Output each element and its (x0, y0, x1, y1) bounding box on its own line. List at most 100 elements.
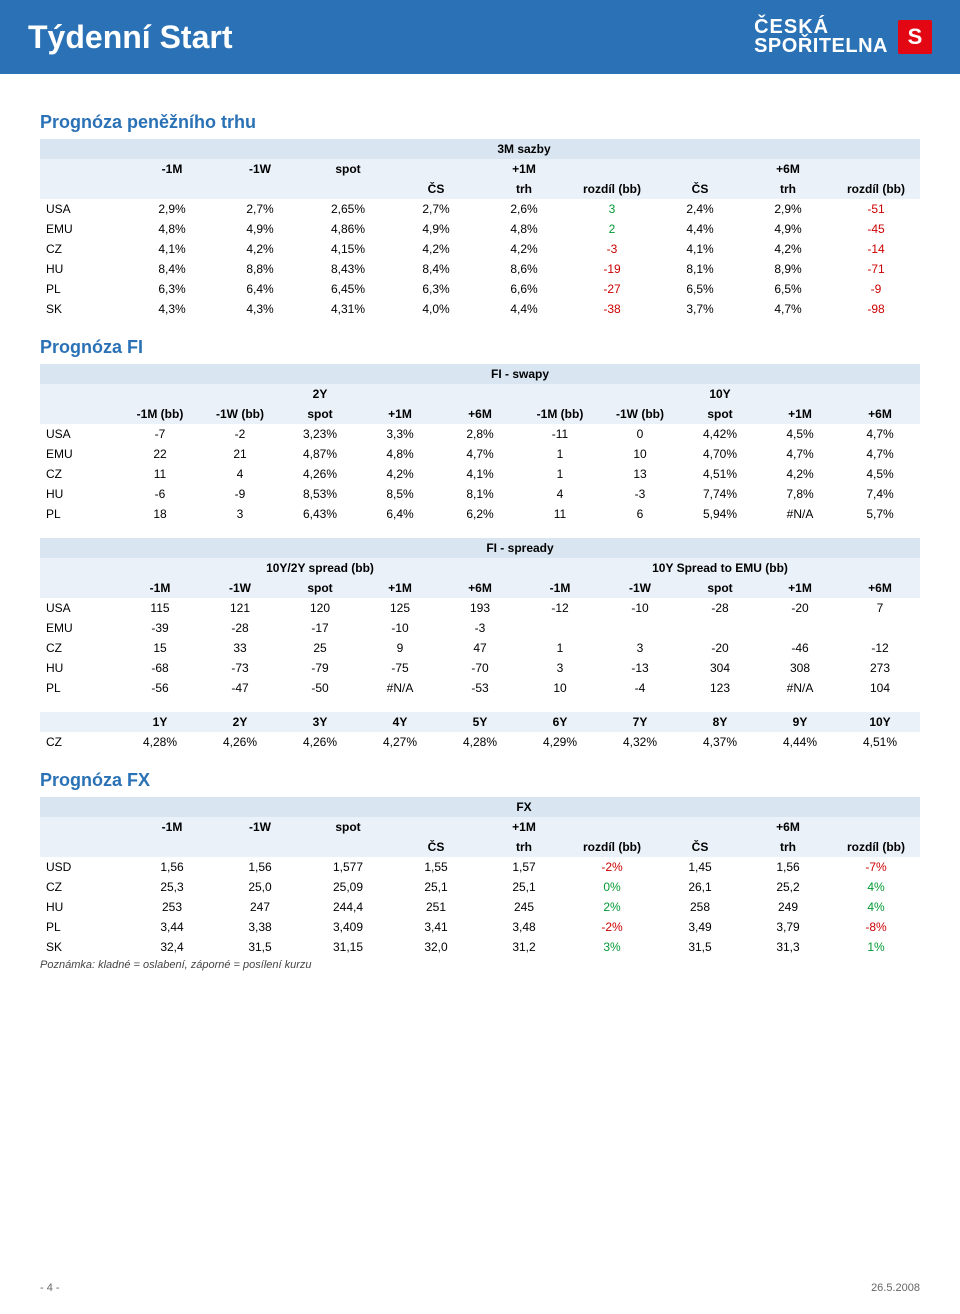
col: -1W (200, 578, 280, 598)
cell: -70 (440, 658, 520, 678)
cell: 4,2% (760, 464, 840, 484)
cell: 2,8% (440, 424, 520, 444)
col: -1M (120, 578, 200, 598)
cell: 4 (200, 464, 280, 484)
cell: 6,43% (280, 504, 360, 524)
cell: 4,8% (128, 219, 216, 239)
cell: 258 (656, 897, 744, 917)
cell: 4,7% (440, 444, 520, 464)
col: spot (680, 404, 760, 424)
cell: 4,7% (840, 424, 920, 444)
col: spot (280, 404, 360, 424)
col: +1M (360, 578, 440, 598)
cell: 8,4% (128, 259, 216, 279)
cell: 273 (840, 658, 920, 678)
table-row: SK4,3%4,3%4,31%4,0%4,4%-383,7%4,7%-98 (40, 299, 920, 319)
cell: 4,26% (200, 732, 280, 752)
logo: ČESKÁ SPOŘITELNA S (754, 18, 932, 56)
row-label: EMU (40, 219, 128, 239)
cell: 2,9% (744, 199, 832, 219)
cell: 6,3% (392, 279, 480, 299)
cell: 4,15% (304, 239, 392, 259)
table-fx: FX -1M -1W spot +1M +6M ČS trh rozdíl (b… (40, 797, 920, 957)
cell: 32,0 (392, 937, 480, 957)
cell: -7 (120, 424, 200, 444)
cell: 2,9% (128, 199, 216, 219)
col: +6M (656, 159, 920, 179)
cell: 123 (680, 678, 760, 698)
cell: 4,51% (680, 464, 760, 484)
col: trh (744, 837, 832, 857)
table-row: USD1,561,561,5771,551,57-2%1,451,56-7% (40, 857, 920, 877)
row-label: USA (40, 199, 128, 219)
cell: 8,9% (744, 259, 832, 279)
cell: 4,9% (392, 219, 480, 239)
row-label: CZ (40, 239, 128, 259)
cell: -56 (120, 678, 200, 698)
col: +1M (360, 404, 440, 424)
cell: 1 (520, 464, 600, 484)
table-row: CZ1144,26%4,2%4,1%1134,51%4,2%4,5% (40, 464, 920, 484)
cell: 249 (744, 897, 832, 917)
col: +1M (392, 159, 656, 179)
row-label: USD (40, 857, 128, 877)
cell: 4,26% (280, 464, 360, 484)
col: 3Y (280, 712, 360, 732)
col: 10Y (840, 712, 920, 732)
col: ČS (656, 837, 744, 857)
cell: 25,3 (128, 877, 216, 897)
section-title-mm: Prognóza peněžního trhu (40, 112, 920, 133)
cell: 47 (440, 638, 520, 658)
page-number: - 4 - (40, 1282, 60, 1294)
cell: 1,56 (128, 857, 216, 877)
cell: 1,55 (392, 857, 480, 877)
cell: 31,2 (480, 937, 568, 957)
cell: 245 (480, 897, 568, 917)
cell: 2,65% (304, 199, 392, 219)
row-label: SK (40, 937, 128, 957)
cell: 4,31% (304, 299, 392, 319)
cell: -39 (120, 618, 200, 638)
col: -1M (bb) (120, 404, 200, 424)
cell: 251 (392, 897, 480, 917)
cell: 31,15 (304, 937, 392, 957)
cell: 3,23% (280, 424, 360, 444)
header: Týdenní Start ČESKÁ SPOŘITELNA S (0, 0, 960, 74)
table-3m-sazby: 3M sazby -1M -1W spot +1M +6M ČS trh roz… (40, 139, 920, 319)
cell: 6 (600, 504, 680, 524)
cell: -2% (568, 857, 656, 877)
cell: 4,5% (760, 424, 840, 444)
cell: 11 (120, 464, 200, 484)
col: 1Y (120, 712, 200, 732)
cell: 115 (120, 598, 200, 618)
col: -1M (bb) (520, 404, 600, 424)
cell: -17 (280, 618, 360, 638)
cell: 4,37% (680, 732, 760, 752)
table-row: PL3,443,383,4093,413,48-2%3,493,79-8% (40, 917, 920, 937)
cell: 10 (600, 444, 680, 464)
cell: 6,6% (480, 279, 568, 299)
col: +1M (392, 817, 656, 837)
table-row: HU-68-73-79-75-703-13304308273 (40, 658, 920, 678)
cell: #N/A (760, 678, 840, 698)
section-title-fi: Prognóza FI (40, 337, 920, 358)
cell: 3 (600, 638, 680, 658)
cell: 4,2% (360, 464, 440, 484)
col: -1W (600, 578, 680, 598)
col: rozdíl (bb) (568, 179, 656, 199)
table-row: CZ4,1%4,2%4,15%4,2%4,2%-34,1%4,2%-14 (40, 239, 920, 259)
cell: 32,4 (128, 937, 216, 957)
table-row: PL1836,43%6,4%6,2%1165,94%#N/A5,7% (40, 504, 920, 524)
cell: 4,42% (680, 424, 760, 444)
cell: 4,3% (128, 299, 216, 319)
cell: 125 (360, 598, 440, 618)
cell: 4,2% (744, 239, 832, 259)
table-cz-curve: 1Y2Y3Y4Y5Y6Y7Y8Y9Y10Y CZ4,28%4,26%4,26%4… (40, 712, 920, 752)
cell: 4,44% (760, 732, 840, 752)
cell: -9 (200, 484, 280, 504)
cell: -8% (832, 917, 920, 937)
table-row: USA2,9%2,7%2,65%2,7%2,6%32,4%2,9%-51 (40, 199, 920, 219)
cell: 1,45 (656, 857, 744, 877)
cell: -50 (280, 678, 360, 698)
row-label: EMU (40, 618, 120, 638)
